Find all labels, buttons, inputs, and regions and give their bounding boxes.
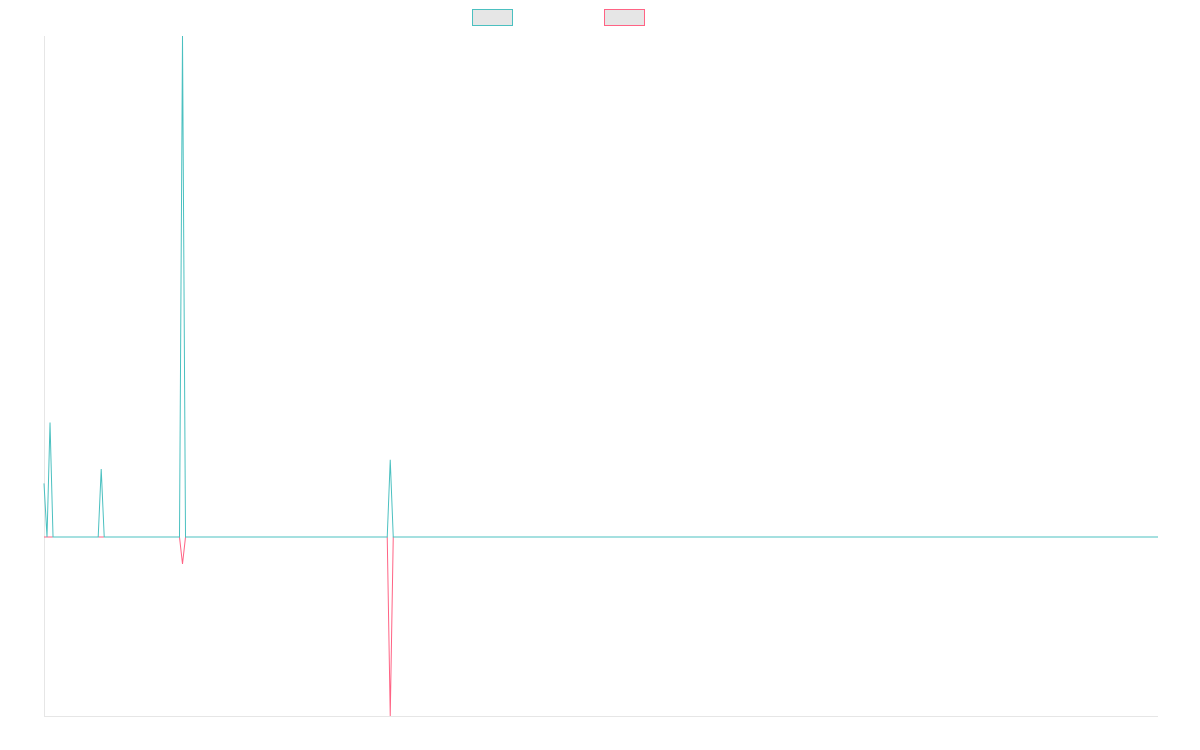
series-layer [43,35,1158,717]
series-line-pink [44,536,1158,717]
axes [44,36,1158,717]
legend[interactable] [472,9,645,26]
series-line-teal [43,35,1158,538]
legend-swatch-teal[interactable] [472,9,513,26]
legend-swatch-pink[interactable] [604,9,645,26]
